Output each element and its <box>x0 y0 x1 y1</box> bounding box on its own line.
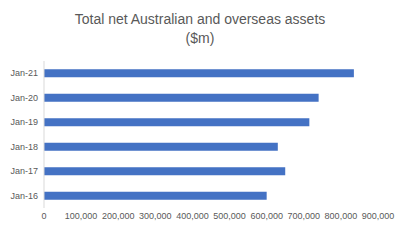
x-tick-label: 0 <box>41 211 46 221</box>
x-tick-label: 700,000 <box>288 211 321 221</box>
x-tick-label: 300,000 <box>139 211 172 221</box>
bars <box>44 69 354 200</box>
bar <box>44 94 319 102</box>
y-axis-line <box>44 61 45 208</box>
chart-container: Total net Australian and overseas assets… <box>0 0 400 234</box>
x-tick-label: 500,000 <box>213 211 246 221</box>
x-tick-label: 400,000 <box>176 211 209 221</box>
chart-title: Total net Australian and overseas assets <box>75 11 326 27</box>
bar <box>44 167 285 175</box>
x-tick-label: 100,000 <box>65 211 98 221</box>
category-label: Jan-21 <box>10 68 38 78</box>
bar <box>44 118 309 126</box>
category-label: Jan-19 <box>10 117 38 127</box>
category-label: Jan-16 <box>10 191 38 201</box>
x-tick-label: 200,000 <box>102 211 135 221</box>
category-label: Jan-20 <box>10 93 38 103</box>
x-tick-label: 800,000 <box>325 211 358 221</box>
chart-title: ($m) <box>186 30 215 46</box>
bar <box>44 143 278 151</box>
x-tick-label: 600,000 <box>250 211 283 221</box>
category-label: Jan-17 <box>10 166 38 176</box>
x-tick-label: 900,000 <box>362 211 395 221</box>
chart-svg: Total net Australian and overseas assets… <box>0 0 400 234</box>
bar <box>44 69 354 77</box>
category-label: Jan-18 <box>10 142 38 152</box>
bar <box>44 192 267 200</box>
